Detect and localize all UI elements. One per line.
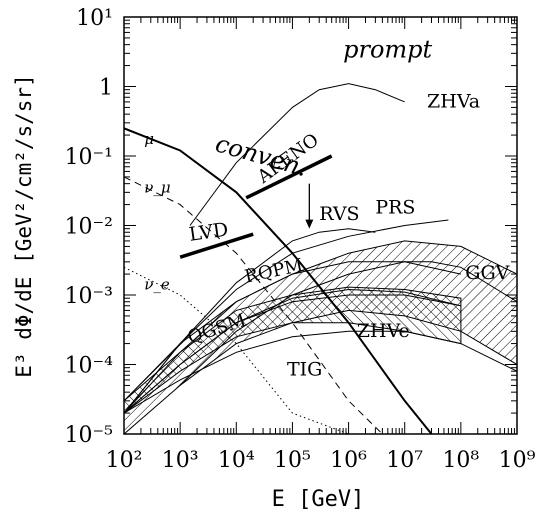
annotation-tig: TIG: [287, 358, 322, 380]
annotation-prs: PRS: [375, 196, 415, 218]
annotation-prompt: prompt: [343, 36, 432, 64]
y-tick-label: 10⁻⁴: [65, 354, 114, 379]
y-axis-label: E³ dΦ/dE [GeV²/cm²/s/sr]: [12, 74, 36, 377]
y-tick-label: 10⁻⁵: [65, 423, 113, 448]
y-tick-label: 10¹: [76, 6, 113, 31]
x-tick-label: 10²: [106, 448, 143, 473]
x-tick-label: 10⁶: [330, 448, 367, 473]
y-tick-label: 10⁻²: [65, 215, 113, 240]
x-tick-label: 10⁹: [499, 448, 536, 473]
annotation-e: ν_e: [144, 275, 170, 293]
annotation-label: ν_μ: [144, 178, 170, 196]
y-tick-label: 10⁻³: [65, 284, 113, 309]
annotation-zhve: ZHVe: [357, 320, 410, 342]
annotation-label: μ: [144, 130, 154, 148]
x-tick-label: 10³: [162, 448, 199, 473]
x-tick-label: 10⁵: [274, 448, 311, 473]
annotation-rvs: RVS: [319, 203, 359, 225]
x-axis-label: E [GeV]: [272, 487, 365, 512]
x-tick-label: 10⁸: [442, 448, 479, 473]
x-tick-label: 10⁴: [218, 448, 255, 473]
plot-area: [124, 84, 517, 434]
y-tick-label: 10⁻¹: [65, 145, 113, 170]
annotation-ggv: GGV: [465, 262, 509, 284]
x-tick-label: 10⁷: [386, 448, 423, 473]
arrow-head: [305, 220, 313, 229]
annotation-zhva: ZHVa: [427, 90, 480, 112]
y-tick-label: 1: [99, 76, 113, 101]
